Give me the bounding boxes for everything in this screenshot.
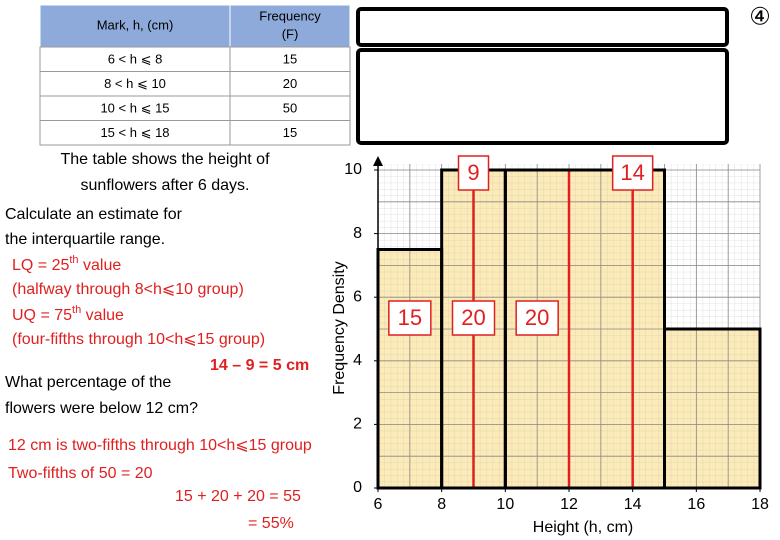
table-cell: 10 < h ⩽ 15 <box>100 100 169 115</box>
answer-part: UQ = 75 <box>12 307 72 324</box>
label-box <box>611 155 654 191</box>
header-cell: Mark, h, (cm) <box>97 17 174 32</box>
table-cell: 15 < h ⩽ 18 <box>100 125 169 140</box>
histogram: 6 8 10 12 14 16 18 0 2 4 6 8 10 9 14 15 20 20 Height (h, c… <box>331 155 769 536</box>
question: the interquartile range. <box>5 231 165 248</box>
header-cell: Frequency <box>259 8 321 23</box>
table-cell: 8 < h ⩽ 10 <box>104 76 166 91</box>
table-row <box>39 120 351 146</box>
table-cell: 20 <box>283 76 297 91</box>
answer: (four-fifths through 10<h⩽15 group) <box>12 331 265 348</box>
x-tick-label: 16 <box>687 496 705 513</box>
slide-number: ④ <box>749 3 771 30</box>
answer: = 55% <box>248 515 294 532</box>
header-cell: (F) <box>282 26 299 41</box>
answer: 12 cm is two-fifths through 10<h⩽15 grou… <box>8 437 312 454</box>
annotation: 9 <box>467 160 479 185</box>
y-tick-label: 10 <box>344 161 362 178</box>
y-tick-label: 4 <box>353 352 362 369</box>
answer-part: value <box>81 307 124 324</box>
cover-box <box>356 7 729 47</box>
answer: Two-fifths of 50 = 20 <box>8 465 153 482</box>
answer: UQ = 75th value <box>12 304 124 324</box>
x-tick-label: 14 <box>624 496 642 513</box>
annotation: 20 <box>461 305 485 330</box>
y-tick-label: 8 <box>353 225 362 242</box>
answer: LQ = 25th value <box>12 254 121 274</box>
table: Mark, h, (cm) Frequency (F) 6 < h ⩽ 8 15 8… <box>39 4 729 146</box>
annotation: 20 <box>525 305 549 330</box>
question: flowers were below 12 cm? <box>5 400 198 417</box>
table-row <box>39 71 351 97</box>
axis-arrow <box>373 156 383 166</box>
table-cell: 15 <box>283 125 297 140</box>
label-box <box>515 300 559 336</box>
y-tick-label: 2 <box>353 416 362 433</box>
x-tick-label: 10 <box>496 496 514 513</box>
question: What percentage of the <box>5 374 171 391</box>
superscript: th <box>69 254 78 266</box>
answer: 15 + 20 + 20 = 55 <box>175 488 301 505</box>
cover-box <box>356 48 729 145</box>
table-row <box>39 95 351 121</box>
annotation: 15 <box>398 305 422 330</box>
x-tick-label: 6 <box>374 496 383 513</box>
table-cell: 6 < h ⩽ 8 <box>108 51 163 66</box>
y-axis-label: Frequency Density <box>331 261 348 394</box>
answer-part: value <box>79 257 122 274</box>
superscript: th <box>72 304 81 316</box>
x-tick-label: 8 <box>437 496 446 513</box>
y-tick-label: 6 <box>353 288 362 305</box>
label-box <box>388 300 432 336</box>
answer: 14 – 9 = 5 cm <box>210 357 309 374</box>
table-cell: 15 <box>283 51 297 66</box>
question: Calculate an estimate for <box>5 206 183 223</box>
x-tick-label: 18 <box>751 496 769 513</box>
label-box <box>457 155 490 191</box>
table-cell: 50 <box>283 100 297 115</box>
answer: (halfway through 8<h⩽10 group) <box>12 281 244 298</box>
prompt: The table shows the height of <box>60 151 270 168</box>
table-header <box>39 4 351 48</box>
x-tick-label: 12 <box>560 496 578 513</box>
y-tick-label: 0 <box>353 479 362 496</box>
annotation: 14 <box>620 160 644 185</box>
label-box <box>451 300 496 336</box>
prompt: sunflowers after 6 days. <box>81 177 250 194</box>
answer-part: LQ = 25 <box>12 257 69 274</box>
table-row <box>39 46 351 72</box>
x-axis-label: Height (h, cm) <box>533 519 633 536</box>
